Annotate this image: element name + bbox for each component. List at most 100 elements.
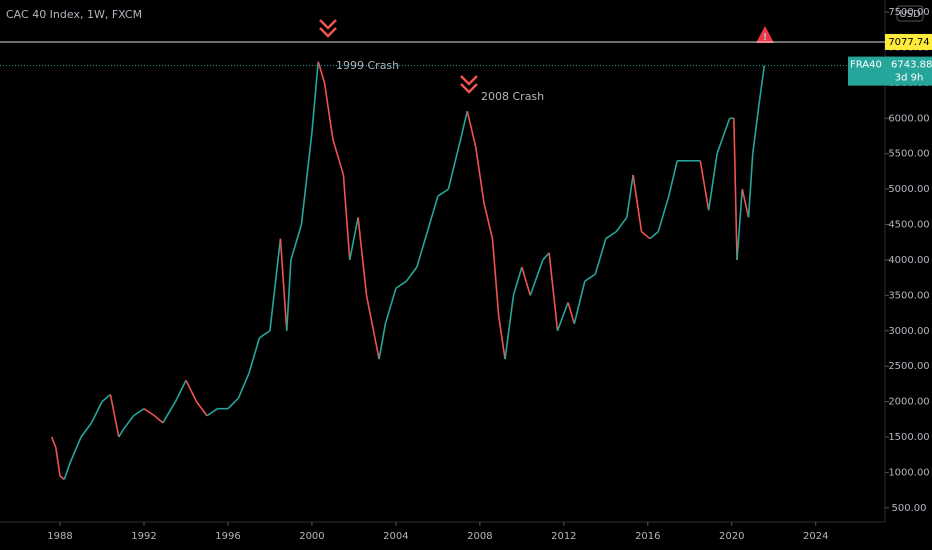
x-tick-label: 1992 [131,531,156,542]
x-tick-label: 1996 [215,531,240,542]
price-segment [122,415,135,431]
crash-marker [319,19,337,38]
price-segment [716,118,731,154]
price-segment [483,203,494,239]
price-segment [143,408,155,417]
annotation: 1999 Crash [336,59,399,72]
price-segment [615,216,628,233]
y-tick-label: 5500.00 [888,149,929,160]
price-segment [248,337,261,374]
y-tick-label: 3500.00 [888,290,929,301]
price-segment [594,238,607,275]
price-segment [378,323,387,360]
price-segment [626,174,634,218]
y-tick-label: 3000.00 [888,326,929,337]
price-segment [751,104,760,154]
price-segment [101,393,111,403]
price-segment [55,447,61,477]
level-label: 7077.74 [888,37,929,48]
price-segment [707,153,718,211]
price-segment [80,422,93,438]
y-tick-label: 2500.00 [888,361,929,372]
price-segment [747,153,754,218]
price-segment [357,217,368,296]
x-tick-label: 2008 [467,531,492,542]
price-segment [640,230,651,240]
plot [50,61,766,481]
y-tick-label: 4500.00 [888,220,929,231]
y-tick-label: 5000.00 [888,184,929,195]
price-segment [332,139,345,176]
last-price: 6743.88 [891,60,932,71]
price-segment [548,252,559,331]
x-tick-label: 2020 [719,531,744,542]
price-segment [736,189,744,260]
price-segment [542,252,550,261]
price-segment [300,132,313,225]
price-segment [529,259,544,296]
price-segment [416,231,429,268]
chart-title: CAC 40 Index, 1W, FXCM [6,8,142,21]
price-segment [733,118,738,260]
price-segment [405,266,418,282]
y-tick-label: 4000.00 [888,255,929,266]
price-segment [285,259,292,331]
price-segment [466,111,477,147]
alert-icon [756,26,774,43]
price-segment [348,217,359,261]
price-segment [632,174,643,232]
x-tick-label: 2012 [551,531,576,542]
price-segment [259,330,271,339]
price-segment [384,288,397,324]
price-segment [109,394,120,438]
price-segment [649,230,659,240]
price-segment [758,65,766,105]
price-segment [162,401,177,424]
price-segment [699,160,710,211]
price-segment [668,160,678,197]
level-box [885,33,932,50]
currency-box[interactable] [896,5,924,22]
price-segment [133,408,145,417]
price-segment [657,195,670,232]
price-segment [323,82,334,140]
price-segment [605,230,617,240]
price-segment [69,436,82,463]
price-segment [185,379,198,402]
crash-marker [460,75,478,94]
price-segment [447,146,460,190]
annotation: 2008 Crash [481,90,544,103]
last-price-box [885,56,932,86]
price-segment [237,372,250,399]
price-segment [50,436,57,448]
price-segment [458,111,469,147]
price-segment [63,461,72,480]
price-segment [195,401,208,417]
price-segment [227,397,240,410]
price-segment [290,224,303,261]
price-segment [311,61,320,133]
price-segment [474,146,485,204]
price-segment [90,401,103,424]
y-tick-label: 6000.00 [888,113,929,124]
price-segment [59,475,65,481]
x-tick-label: 2016 [635,531,660,542]
y-tick-label: 1000.00 [888,467,929,478]
price-segment [317,61,326,84]
price-segment [153,415,164,424]
price-segment [174,379,187,402]
x-tick-label: 2024 [803,531,828,542]
price-segment [504,295,515,360]
countdown: 3d 9h [895,73,924,84]
x-tick-label: 2004 [383,531,408,542]
price-segment [118,429,124,438]
symbol: FRA40 [850,60,882,71]
y-tick-label: 1500.00 [888,432,929,443]
price-segment [556,302,569,332]
price-segment [497,316,506,360]
price-segment [512,266,523,296]
currency[interactable]: USD [899,9,921,20]
